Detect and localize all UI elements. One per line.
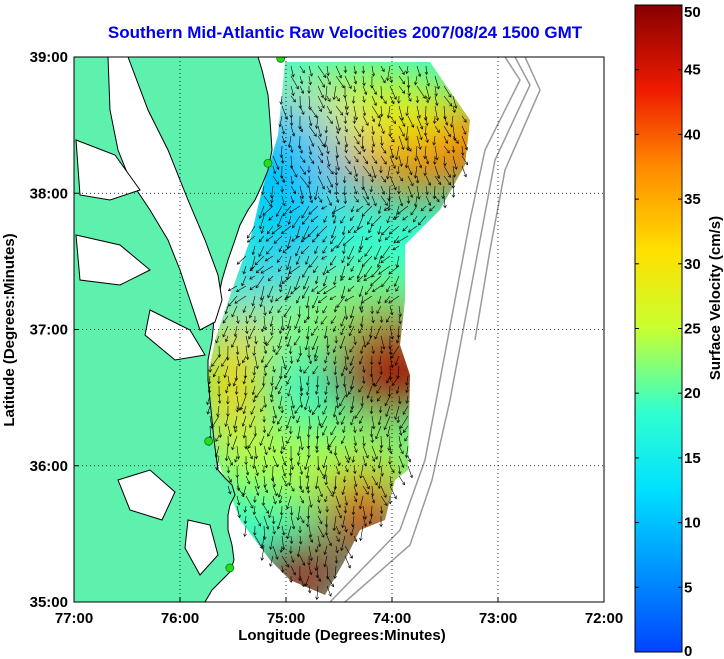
station-marker-0 — [276, 57, 286, 63]
bay-1 — [75, 139, 141, 201]
y-tick-label-3: 38:00 — [30, 185, 68, 202]
y-tick-label-2: 37:00 — [30, 322, 68, 339]
bathymetry-line-0 — [329, 57, 521, 602]
y-tick-label-0: 35:00 — [30, 594, 68, 611]
x-tick-label-3: 74:00 — [373, 610, 411, 627]
colorbar-tick-label-0: 0 — [684, 643, 692, 659]
colorbar-tick-label-2: 10 — [684, 515, 701, 532]
bathymetry-line-2 — [474, 57, 541, 341]
y-tick-label-4: 39:00 — [30, 49, 68, 66]
x-tick-label-4: 73:00 — [479, 610, 517, 627]
x-tick-label-0: 77:00 — [55, 610, 93, 627]
bay-4 — [117, 469, 176, 521]
colorbar-tick-label-4: 20 — [684, 385, 701, 402]
y-tick-label-1: 36:00 — [30, 458, 68, 475]
bathymetry-contours — [329, 57, 541, 602]
colorbar-ticks: 0 5 10 15 20 25 30 35 40 45 50 — [635, 4, 701, 659]
colorbar-tick-label-6: 30 — [684, 256, 701, 273]
bay-5 — [184, 519, 219, 576]
colorbar-tick-label-3: 15 — [684, 450, 701, 467]
x-axis-label: Longitude (Degrees:Minutes) — [238, 627, 446, 644]
grid-lines — [74, 57, 604, 602]
x-axis-ticks: 77:00 76:00 75:00 74:00 73:00 72:00 — [55, 597, 623, 627]
x-tick-label-1: 76:00 — [161, 610, 199, 627]
radar-stations — [204, 57, 286, 573]
station-marker-1 — [263, 158, 273, 168]
chesapeake-bay — [75, 57, 223, 576]
colorbar — [634, 4, 683, 653]
station-marker-3 — [225, 563, 235, 573]
velocity-vectors — [206, 65, 469, 601]
colorbar-tick-label-9: 45 — [684, 62, 701, 79]
x-tick-label-5: 72:00 — [585, 610, 623, 627]
vector-arrows — [206, 65, 469, 601]
colorbar-tick-label-7: 35 — [684, 191, 701, 208]
colorbar-tick-label-10: 50 — [684, 4, 701, 21]
colorbar-label: Surface Velocity (cm/s) — [707, 216, 724, 380]
y-axis-ticks: 35:00 36:00 37:00 38:00 39:00 — [30, 49, 79, 611]
y-axis-label: Latitude (Degrees:Minutes) — [1, 233, 18, 426]
colorbar-tick-label-1: 5 — [684, 579, 692, 596]
colorbar-tick-label-8: 40 — [684, 126, 701, 143]
colorbar-tick-label-5: 25 — [684, 321, 701, 338]
bay-2 — [75, 234, 151, 286]
station-marker-2 — [204, 436, 214, 446]
x-tick-label-2: 75:00 — [267, 610, 305, 627]
bathymetry-line-1 — [344, 57, 531, 602]
bay-3 — [144, 309, 206, 361]
chart-title: Southern Mid-Atlantic Raw Velocities 200… — [108, 23, 583, 42]
